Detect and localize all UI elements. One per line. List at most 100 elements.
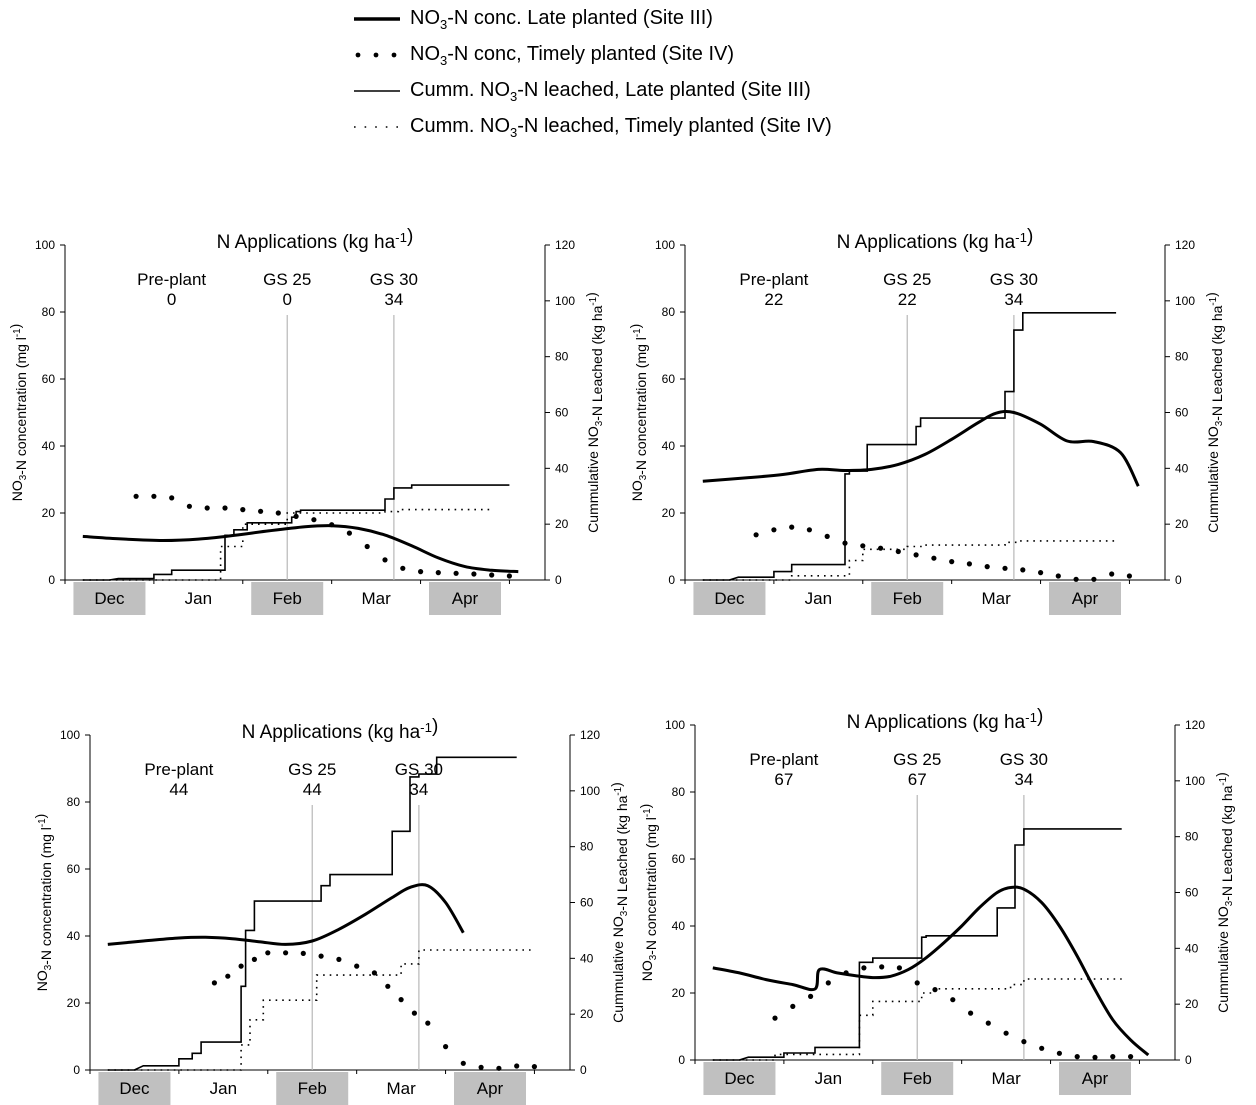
application-name: Pre-plant [749,750,818,769]
data-point [1126,573,1132,579]
legend-label: NO3-N conc. Late planted (Site III) [410,6,713,32]
left-tick-label: 0 [73,1063,80,1077]
data-point [318,953,324,959]
month-box-apr [1059,1062,1131,1095]
month-box-feb [871,582,944,615]
chart-svg: Dec Jan Feb Mar Apr 0 20 40 60 80 100 0 20 40 60 80 100 1… [7,226,605,615]
legend-label: Cumm. NO3-N leached, Timely planted (Sit… [410,114,832,140]
data-point [251,956,257,962]
data-point [478,1064,484,1070]
month-box-dec [73,582,146,615]
application-name: GS 30 [370,270,418,289]
application-amount: 44 [303,780,322,799]
data-point [385,983,391,989]
left-tick-label: 80 [672,785,686,799]
data-point [336,956,342,962]
series-conc_late [107,883,465,946]
data-point [275,510,281,516]
month-box-feb [881,1062,954,1095]
data-point [1038,570,1044,576]
month-box-apr [454,1072,526,1105]
data-point [531,1064,537,1070]
data-point [1109,571,1115,577]
data-point [985,1020,991,1026]
data-point [283,950,289,956]
month-box-dec [693,582,766,615]
data-point [222,505,228,511]
data-point [398,997,404,1003]
data-point [896,965,902,971]
series-cumm_timely [107,949,535,1071]
legend-item-conc-late: NO3-N conc. Late planted (Site III) [352,2,713,36]
data-point [772,1015,778,1021]
application-amount: 34 [384,290,403,309]
series-conc_timely [753,524,1132,582]
legend-swatch-big-dots [355,52,397,58]
application-amount: 44 [169,780,188,799]
application-name: GS 30 [1000,750,1048,769]
data-point [932,987,938,993]
right-tick-label: 0 [580,1063,587,1077]
data-point [949,559,955,565]
application-amount: 0 [282,290,291,309]
data-point [489,572,495,578]
left-tick-label: 0 [668,573,675,587]
month-label: Apr [477,1079,504,1098]
right-tick-label: 80 [1175,350,1189,364]
series-cumm_late [82,484,510,581]
y-axis-label-left: NO3-N concentration (mg l-1) [7,324,29,502]
data-point [382,557,388,563]
data-point [1039,1045,1045,1051]
data-point [824,533,830,539]
data-point [471,571,477,577]
application-name: GS 25 [288,760,336,779]
chart-title: N Applications (kg ha-1) [242,716,439,743]
month-label: Feb [273,589,302,608]
data-point [364,543,370,550]
month-label: Jan [210,1079,237,1098]
chart-svg: Dec Jan Feb Mar Apr 0 20 40 60 80 100 0 20 40 60 80 100 1… [637,706,1235,1095]
right-tick-label: 0 [1185,1053,1192,1067]
left-tick-label: 60 [42,372,56,386]
data-point [913,552,919,558]
chart-panel-bottom-left: Dec Jan Feb Mar Apr 0 20 40 60 80 100 0 20 40 60 80 100 1… [25,685,645,1105]
left-tick-label: 80 [662,305,676,319]
data-point [808,993,814,999]
right-tick-label: 0 [555,573,562,587]
application-amount: 67 [908,770,927,789]
application-name: GS 25 [883,270,931,289]
legend-item-cumm-late: Cumm. NO3-N leached, Late planted (Site … [352,74,811,108]
month-label: Apr [1082,1069,1109,1088]
y-axis-label-left: NO3-N concentration (mg l-1) [627,324,649,502]
y-axis-label-right: Cummulative NO3-N Leached (kg ha-1) [608,782,630,1023]
application-name: Pre-plant [137,270,206,289]
right-tick-label: 80 [555,350,569,364]
data-point [400,565,406,571]
left-tick-label: 40 [67,929,81,943]
legend-item-conc-timely: NO3-N conc, Timely planted (Site IV) [352,38,734,72]
month-label: Mar [386,1079,416,1098]
y-axis-label-left: NO3-N concentration (mg l-1) [32,814,54,992]
data-point [1128,1054,1134,1060]
series-conc_late [82,524,519,574]
month-label: Dec [94,589,125,608]
data-point [496,1065,502,1071]
data-point [1091,576,1097,582]
chart-title: N Applications (kg ha-1) [217,226,414,253]
data-point [984,564,990,570]
chart-svg: Dec Jan Feb Mar Apr 0 20 40 60 80 100 0 20 40 60 80 100 1… [32,716,630,1105]
legend-label: NO3-N conc, Timely planted (Site IV) [410,42,735,68]
left-tick-label: 20 [672,986,686,1000]
data-point [225,973,231,979]
data-point [1003,1030,1009,1036]
data-point [258,508,264,514]
month-label: Mar [991,1069,1021,1088]
data-point [453,570,459,576]
month-box-apr [1049,582,1121,615]
month-box-dec [703,1062,776,1095]
chart-panel-top-right: Dec Jan Feb Mar Apr 0 20 40 60 80 100 0 20 40 60 80 100 1… [620,195,1240,615]
right-tick-label: 100 [1185,774,1205,788]
data-point [133,493,139,499]
month-label: Apr [452,589,479,608]
series-conc_late [702,409,1140,487]
